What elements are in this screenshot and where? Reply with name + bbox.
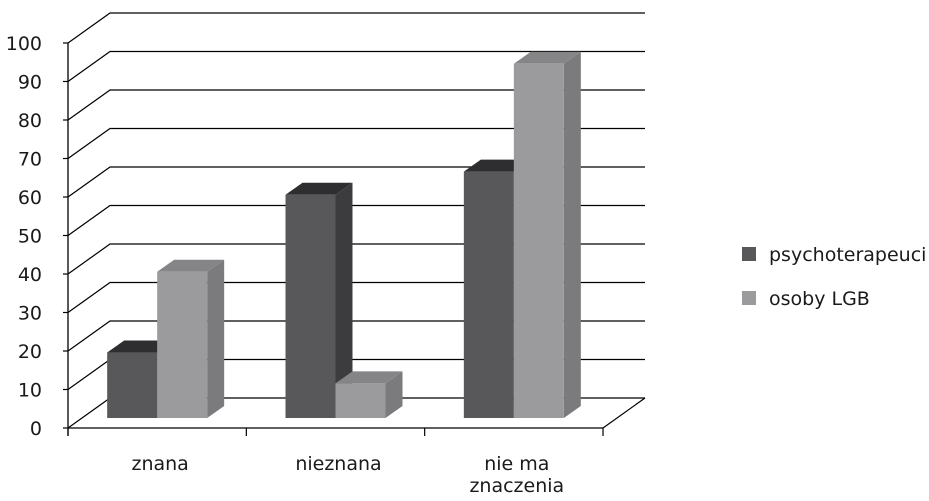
- x-category-label: nie ma znaczenia: [469, 453, 564, 497]
- gridline: [67, 12, 645, 44]
- y-tick-label: 90: [18, 72, 42, 94]
- bar-side: [207, 259, 225, 418]
- chart-bars: [107, 51, 581, 419]
- y-tick-label: 20: [18, 341, 42, 363]
- x-category-label-line: znana: [131, 453, 188, 475]
- y-tick-label: 40: [18, 264, 42, 286]
- bar-top: [513, 51, 581, 64]
- y-tick-label: 100: [6, 33, 42, 55]
- bar-top: [157, 259, 225, 272]
- floor-edge: [602, 397, 646, 429]
- gridline: [67, 166, 645, 198]
- gridline: [67, 127, 645, 159]
- bar: [285, 182, 353, 418]
- bar-side: [335, 182, 353, 418]
- bar-front: [285, 194, 336, 418]
- legend-swatch: [742, 291, 756, 305]
- bar-top: [285, 182, 353, 195]
- y-tick-label: 60: [18, 187, 42, 209]
- y-tick-label: 30: [18, 303, 42, 325]
- x-axis-labels: znana nieznana nie ma znaczenia: [131, 453, 564, 497]
- x-category-label-line: nieznana: [295, 453, 381, 475]
- y-tick-label: 50: [18, 226, 42, 248]
- y-tick-label: 10: [18, 380, 42, 402]
- x-category-label-line: znaczenia: [469, 475, 564, 497]
- gridline: [67, 50, 645, 82]
- bar: [335, 371, 403, 418]
- bar-side: [563, 51, 581, 419]
- bar: [513, 51, 581, 419]
- legend-label: psychoterapeuci: [769, 244, 926, 266]
- legend-label: osoby LGB: [769, 288, 870, 310]
- x-category-label: nieznana: [295, 453, 381, 475]
- gridline: [67, 89, 645, 121]
- bar-front: [513, 63, 564, 419]
- chart-axes: 0 10 20 30 40 50 60 70 80 90 100: [6, 33, 604, 440]
- chart-grid: [67, 12, 646, 429]
- bar-side: [385, 371, 403, 418]
- y-tick-label: 80: [18, 110, 42, 132]
- chart-legend: psychoterapeuci osoby LGB: [742, 244, 926, 310]
- x-category-label-line: nie ma: [484, 453, 549, 475]
- legend-swatch: [742, 247, 756, 261]
- y-tick-label: 70: [18, 149, 42, 171]
- bar-front: [335, 383, 386, 418]
- bar: [157, 259, 225, 418]
- bar-top: [335, 371, 403, 384]
- bar-front: [157, 271, 208, 418]
- bar-front: [107, 352, 158, 418]
- x-category-label: znana: [131, 453, 188, 475]
- y-tick-label: 0: [30, 418, 42, 440]
- bar-front: [463, 171, 514, 418]
